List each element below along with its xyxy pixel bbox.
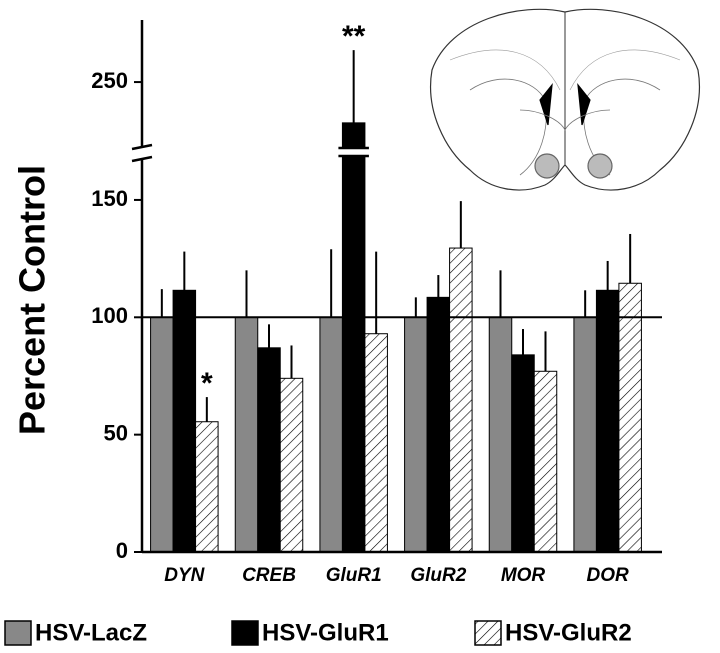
y-tick-label: 150 — [91, 186, 128, 211]
bar — [488, 316, 513, 553]
bar — [234, 316, 259, 553]
bar — [595, 289, 620, 553]
bar-break — [338, 148, 369, 156]
bar — [618, 282, 642, 553]
bar — [364, 333, 388, 553]
bar — [257, 347, 281, 553]
legend-swatch — [4, 620, 32, 646]
axis-break — [131, 155, 153, 163]
x-tick-label: DYN — [164, 565, 205, 586]
bar — [404, 316, 428, 553]
legend-label: HSV-LacZ — [35, 619, 147, 646]
y-axis-label: Percent Control — [12, 165, 53, 435]
significance-marker: ** — [342, 20, 366, 53]
y-tick-label: 0 — [116, 538, 128, 563]
x-tick-label: CREB — [242, 565, 296, 586]
legend-label: HSV-GluR2 — [505, 619, 632, 646]
bar — [172, 289, 197, 553]
significance-marker: * — [201, 367, 213, 400]
legend-label: HSV-GluR1 — [262, 619, 389, 646]
bar — [426, 296, 451, 553]
y-tick-label: 100 — [91, 303, 128, 328]
bar — [319, 316, 343, 553]
bar — [511, 354, 535, 553]
legend-swatch — [231, 620, 259, 646]
brain-diagram — [430, 8, 700, 191]
y-tick-label: 50 — [104, 420, 128, 445]
y-tick-label: 250 — [91, 68, 128, 93]
bar — [150, 316, 174, 553]
bar — [449, 247, 473, 553]
legend-swatch — [474, 620, 502, 646]
axis-break — [131, 143, 153, 151]
bar — [279, 377, 304, 553]
bar — [533, 370, 558, 553]
x-tick-label: GluR1 — [326, 565, 382, 586]
x-tick-label: MOR — [501, 565, 546, 586]
bar — [573, 316, 597, 553]
bar — [341, 122, 366, 553]
bar — [195, 421, 219, 553]
x-tick-label: DOR — [587, 565, 630, 586]
x-tick-label: GluR2 — [410, 565, 466, 586]
